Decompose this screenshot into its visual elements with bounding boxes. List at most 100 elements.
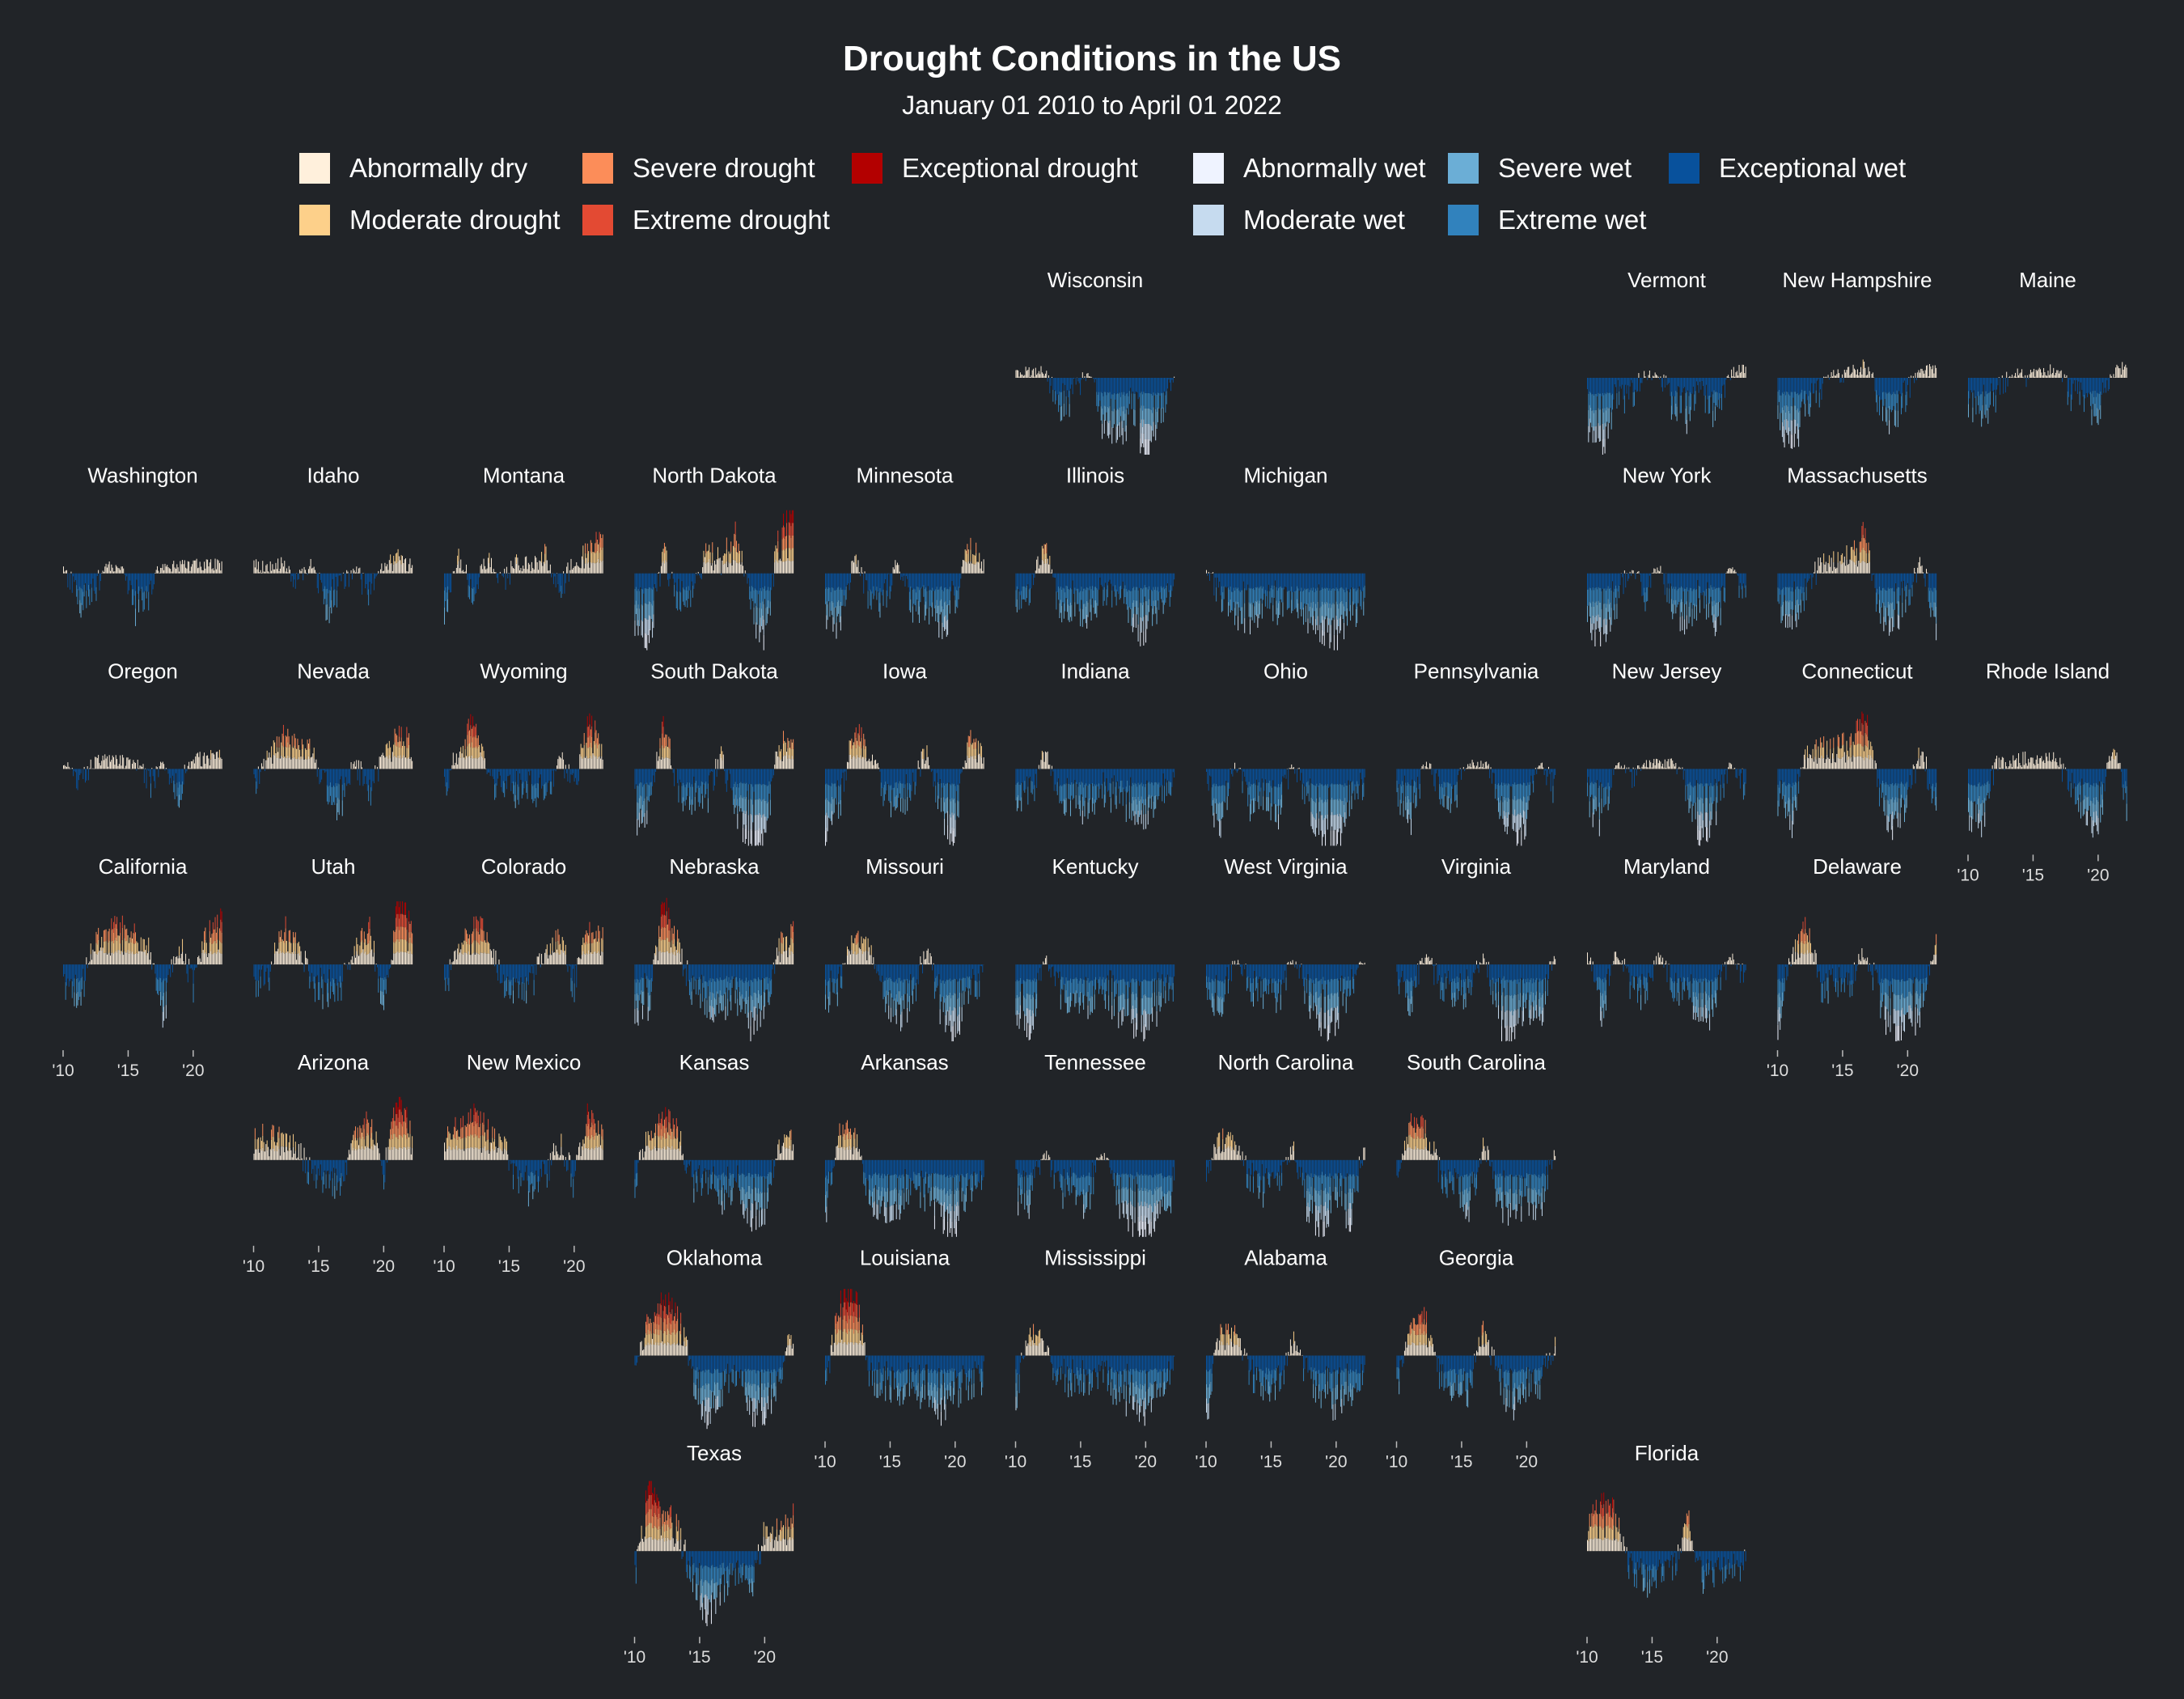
wet-bar bbox=[1889, 588, 1890, 605]
wet-bar bbox=[1719, 378, 1721, 394]
wet-bar bbox=[1604, 438, 1606, 454]
drought-bar bbox=[1623, 570, 1625, 574]
legend-label: Abnormally dry bbox=[349, 153, 528, 183]
wet-bar bbox=[1150, 769, 1152, 782]
wet-bar bbox=[322, 769, 324, 771]
wet-bar bbox=[1171, 378, 1173, 380]
wet-bar bbox=[902, 783, 904, 799]
wet-bar bbox=[957, 800, 959, 816]
wet-bar bbox=[1141, 573, 1142, 588]
wet-bar bbox=[1301, 602, 1302, 616]
wet-bar bbox=[1878, 600, 1880, 613]
drought-bar bbox=[142, 764, 144, 769]
wet-bar bbox=[1209, 573, 1211, 581]
wet-bar bbox=[1061, 769, 1063, 786]
wet-bar bbox=[1106, 378, 1107, 396]
wet-bar bbox=[900, 783, 902, 798]
wet-bar bbox=[1141, 587, 1142, 604]
wet-bar bbox=[838, 769, 840, 786]
wet-bar bbox=[740, 794, 742, 808]
wet-bar bbox=[259, 769, 260, 784]
wet-bar bbox=[944, 785, 946, 803]
wet-bar bbox=[1166, 782, 1167, 796]
wet-bar bbox=[1971, 378, 1973, 392]
wet-bar bbox=[759, 769, 760, 784]
wet-bar bbox=[1236, 769, 1238, 773]
drought-bar bbox=[2051, 372, 2053, 378]
drought-bar bbox=[855, 564, 857, 574]
drought-bar bbox=[274, 569, 276, 574]
drought-bar bbox=[784, 755, 785, 769]
wet-bar bbox=[948, 573, 950, 590]
wet-bar bbox=[1120, 769, 1121, 781]
wet-bar bbox=[1137, 810, 1139, 825]
drought-bar bbox=[1028, 366, 1030, 378]
wet-bar bbox=[692, 786, 693, 805]
drought-bar bbox=[786, 561, 788, 574]
wet-bar bbox=[1795, 605, 1797, 621]
wet-bar bbox=[532, 786, 534, 803]
drought-bar bbox=[402, 757, 403, 769]
drought-bar bbox=[354, 766, 356, 769]
wet-bar bbox=[914, 769, 916, 782]
drought-bar bbox=[1929, 363, 1931, 378]
wet-bar bbox=[1145, 769, 1147, 784]
wet-bar bbox=[1259, 573, 1261, 587]
wet-bar bbox=[1688, 396, 1690, 414]
wet-bar bbox=[1799, 410, 1801, 427]
wet-bar bbox=[502, 769, 504, 782]
wet-bar bbox=[680, 592, 682, 612]
wet-bar bbox=[1789, 613, 1791, 628]
wet-bar bbox=[1689, 573, 1691, 588]
wet-bar bbox=[1620, 378, 1622, 389]
wet-bar bbox=[1086, 769, 1088, 786]
wet-bar bbox=[1329, 633, 1331, 649]
state-panel-massachusetts: Massachusetts bbox=[1777, 464, 1937, 641]
wet-bar bbox=[135, 591, 137, 609]
drought-bar bbox=[311, 756, 312, 769]
drought-bar bbox=[452, 571, 454, 574]
wet-bar bbox=[761, 817, 762, 834]
drought-bar bbox=[171, 564, 173, 574]
drought-bar bbox=[858, 746, 860, 758]
wet-bar bbox=[1712, 410, 1714, 427]
drought-bar bbox=[303, 566, 305, 574]
drought-bar bbox=[741, 550, 743, 562]
drought-bar bbox=[388, 560, 390, 574]
wet-bar bbox=[825, 815, 826, 831]
wet-bar bbox=[836, 573, 838, 588]
wet-bar bbox=[1158, 769, 1160, 783]
wet-bar bbox=[337, 783, 339, 799]
wet-bar bbox=[1170, 769, 1172, 782]
wet-bar bbox=[1210, 769, 1212, 777]
wet-bar bbox=[700, 769, 702, 782]
wet-bar bbox=[1071, 604, 1073, 621]
wet-bar bbox=[1329, 618, 1331, 633]
wet-bar bbox=[766, 803, 768, 821]
wet-bar bbox=[850, 573, 851, 583]
drought-bar bbox=[1855, 370, 1856, 378]
wet-bar bbox=[1080, 784, 1081, 801]
drought-bar bbox=[1862, 522, 1864, 536]
wet-bar bbox=[885, 782, 887, 794]
drought-bar bbox=[590, 729, 591, 743]
drought-bar bbox=[467, 757, 468, 769]
drought-bar bbox=[1654, 569, 1656, 574]
wet-bar bbox=[2100, 391, 2101, 405]
wet-bar bbox=[1034, 785, 1035, 802]
wet-bar bbox=[1283, 573, 1285, 590]
wet-bar bbox=[825, 588, 826, 604]
wet-bar bbox=[702, 782, 704, 796]
wet-bar bbox=[933, 769, 934, 787]
wet-bar bbox=[649, 601, 650, 616]
drought-bar bbox=[104, 754, 106, 769]
wet-bar bbox=[1608, 378, 1610, 393]
wet-bar bbox=[1588, 573, 1589, 590]
wet-bar bbox=[699, 769, 700, 788]
wet-bar bbox=[1640, 573, 1642, 583]
wet-bar bbox=[1708, 378, 1709, 396]
drought-bar bbox=[783, 549, 784, 561]
wet-bar bbox=[1164, 786, 1165, 803]
wet-bar bbox=[95, 573, 97, 587]
drought-bar bbox=[793, 523, 794, 536]
